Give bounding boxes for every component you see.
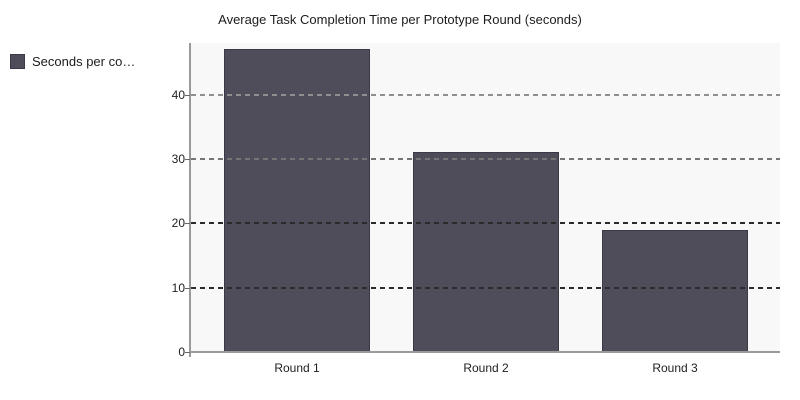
x-axis-label-round-2: Round 2 xyxy=(463,361,509,375)
chart-title: Average Task Completion Time per Prototy… xyxy=(218,12,582,27)
y-axis-tick-label: 0 xyxy=(178,345,185,359)
y-axis-tick-label: 10 xyxy=(171,280,185,295)
y-axis-line xyxy=(189,43,191,354)
bar-round-2[interactable] xyxy=(413,152,559,352)
legend-swatch-icon xyxy=(10,54,25,69)
bar-round-1[interactable] xyxy=(224,49,370,352)
x-axis-line xyxy=(189,351,780,353)
legend-label: Seconds per co… xyxy=(32,54,136,69)
gridline-10 xyxy=(191,286,780,289)
x-axis-origin-tick xyxy=(189,353,191,357)
y-axis-tick-mark xyxy=(185,287,190,289)
gridline-30 xyxy=(191,157,780,160)
y-axis-tick-mark xyxy=(185,94,190,96)
x-axis-label-round-1: Round 1 xyxy=(274,361,320,375)
y-axis-tick-label: 30 xyxy=(171,151,185,166)
y-axis-tick-mark xyxy=(185,352,190,353)
y-axis-tick-mark xyxy=(185,158,190,160)
gridline-40 xyxy=(191,93,780,96)
y-axis-tick-label: 40 xyxy=(171,87,185,102)
bar-round-3[interactable] xyxy=(602,229,748,352)
x-axis-label-round-3: Round 3 xyxy=(652,361,698,375)
gridline-20 xyxy=(191,222,780,225)
legend-item[interactable]: Seconds per co… xyxy=(10,54,135,69)
y-axis-tick-mark xyxy=(185,223,190,225)
y-axis-tick-label: 20 xyxy=(171,216,185,231)
